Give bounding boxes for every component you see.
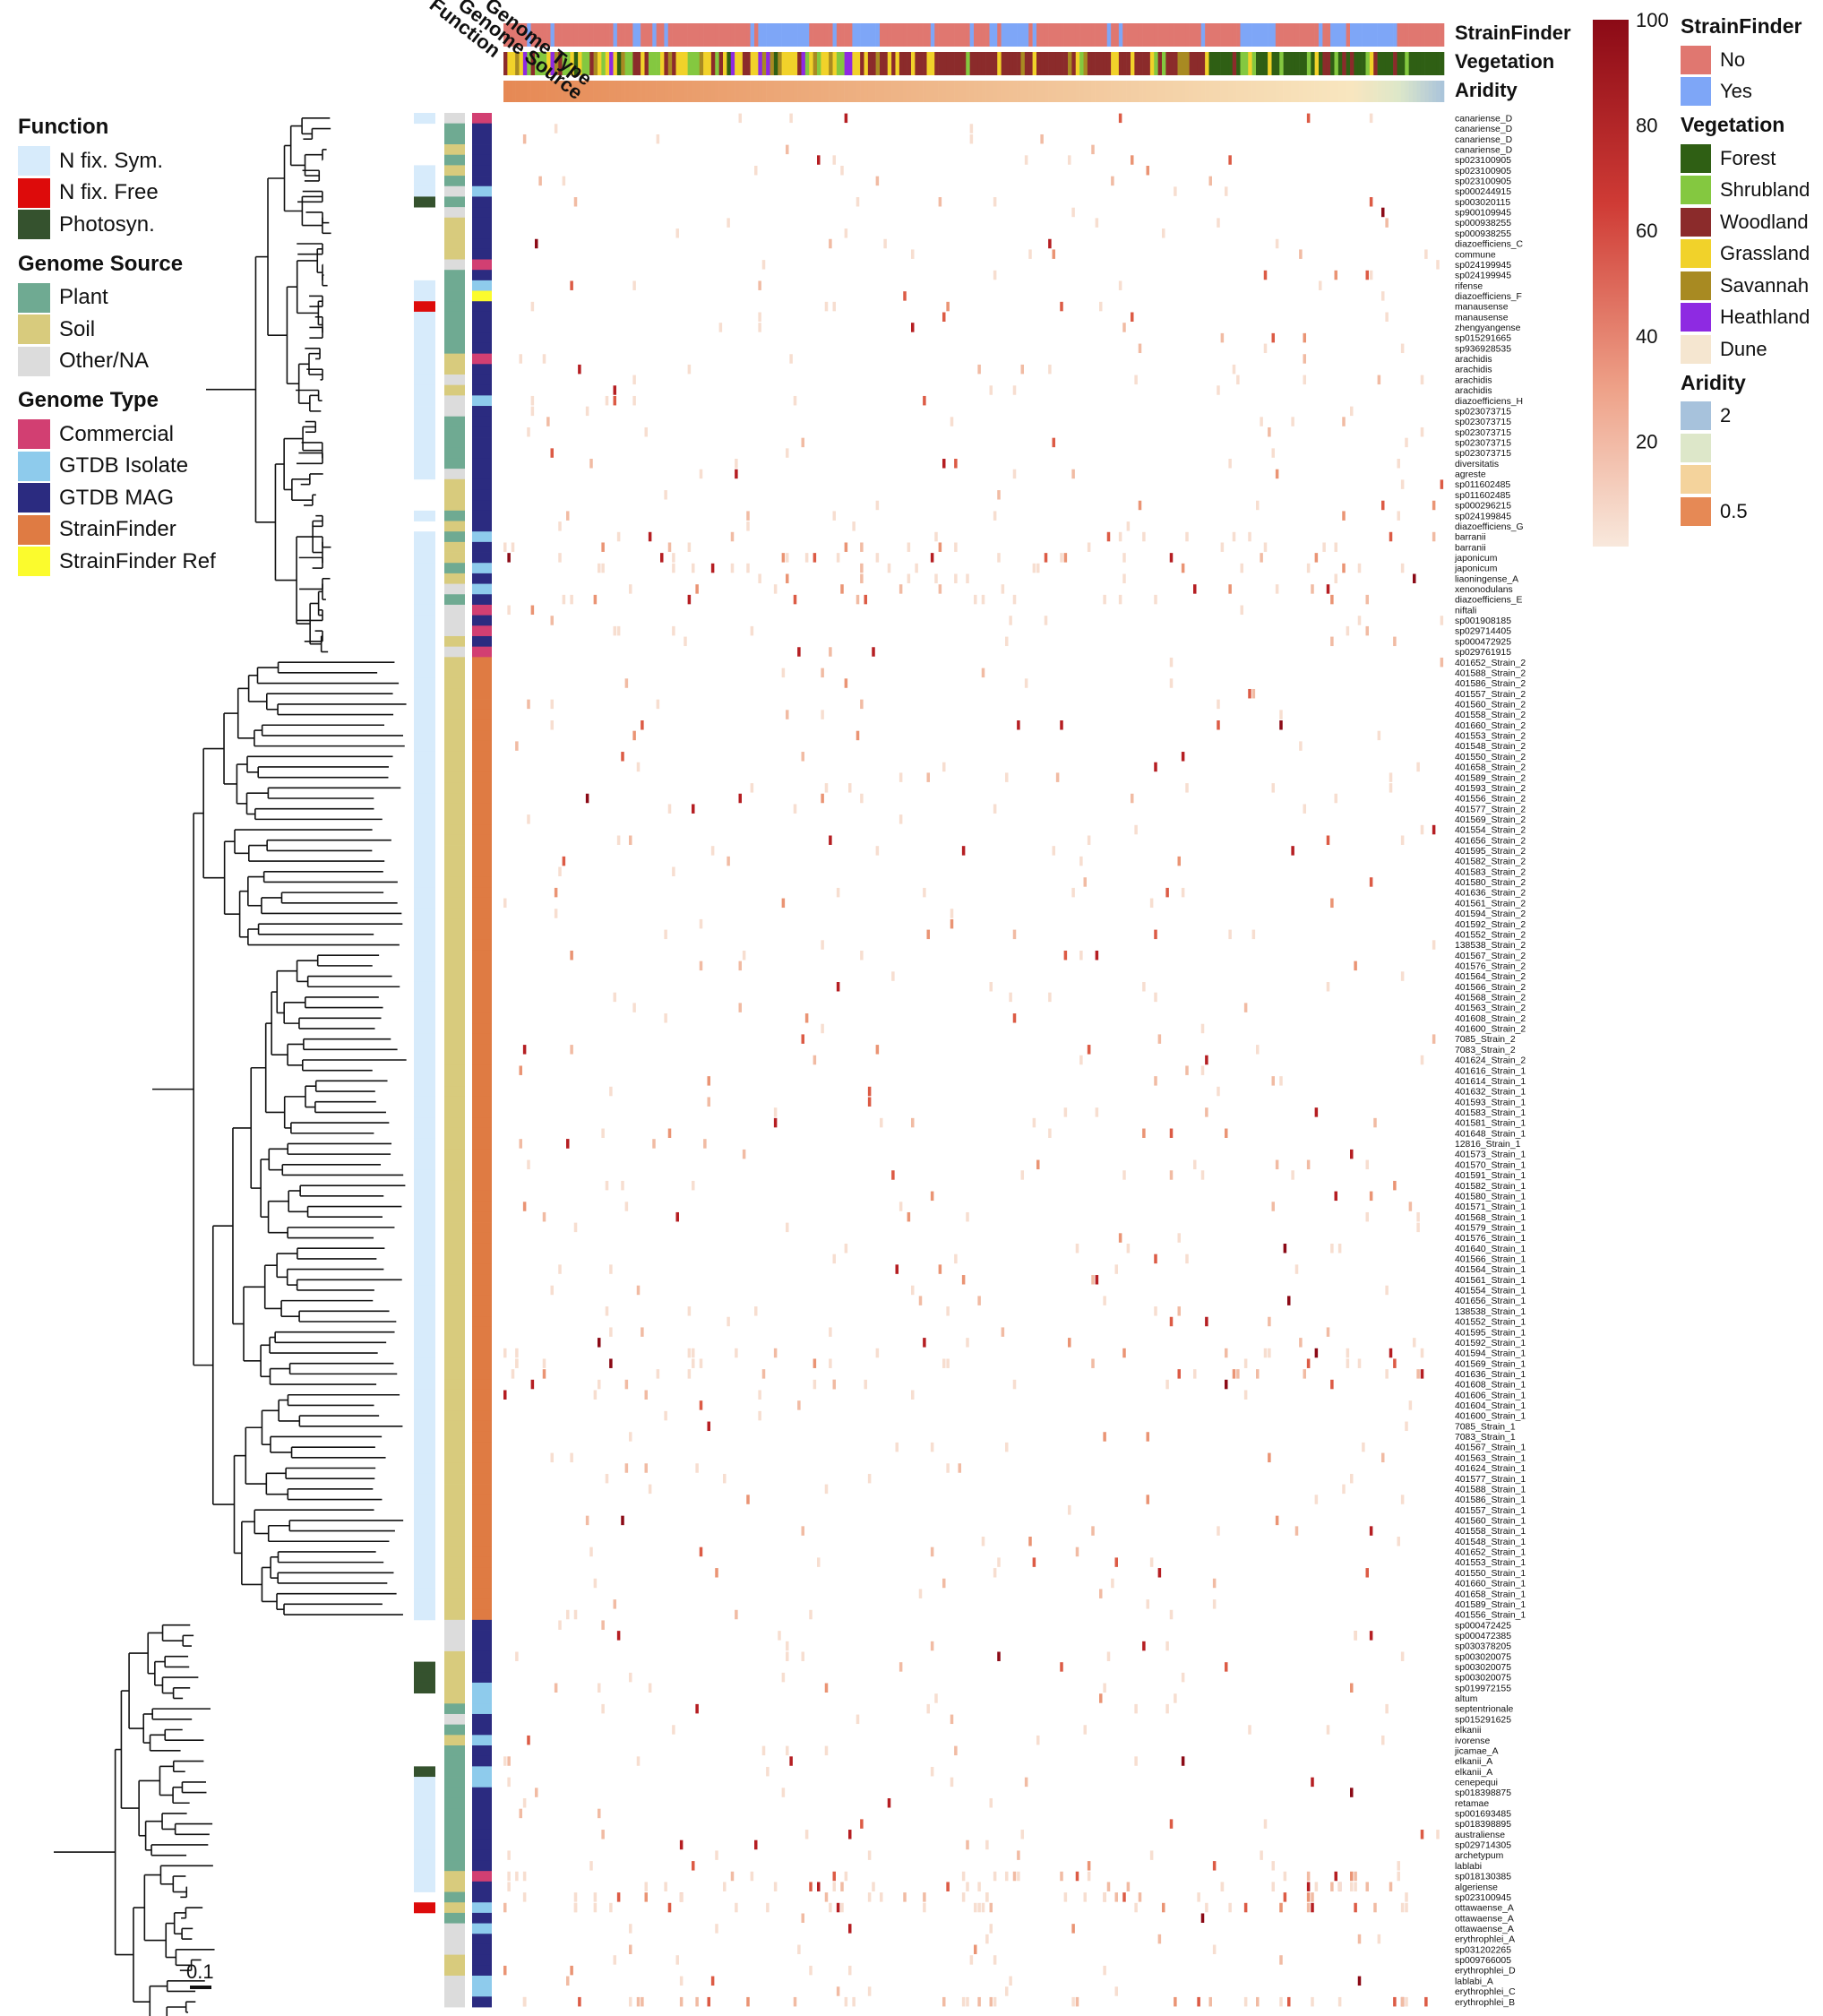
phylogenetic-tree	[54, 117, 407, 2016]
